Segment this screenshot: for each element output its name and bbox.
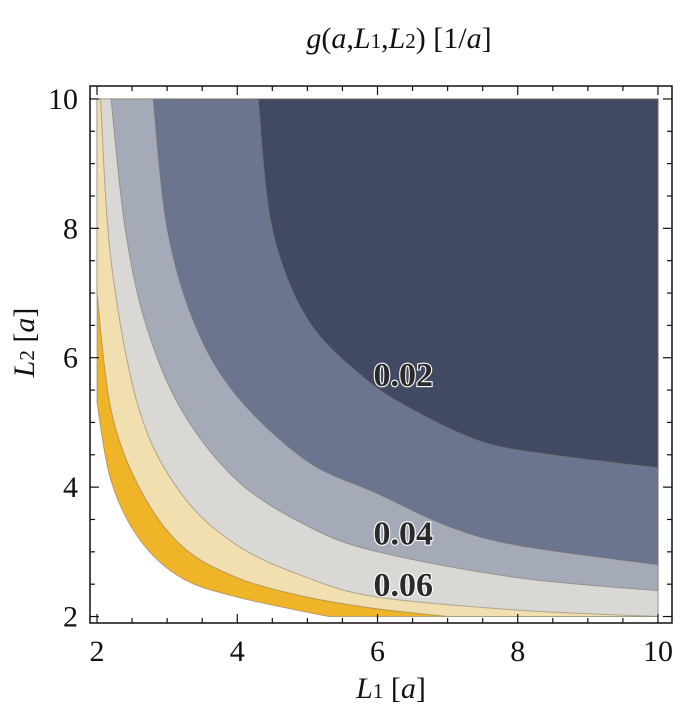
contour-label: 0.04 bbox=[373, 515, 433, 552]
label-part: a bbox=[467, 22, 482, 55]
label-part: a bbox=[331, 22, 346, 55]
label-part: 1 bbox=[373, 679, 384, 703]
x-tick-label: 2 bbox=[90, 635, 105, 668]
label-part: ] bbox=[416, 672, 426, 705]
label-part: ) [1/ bbox=[416, 22, 467, 55]
label-part: ] bbox=[8, 308, 41, 318]
y-axis: 2 4 6 8 10 bbox=[48, 83, 672, 634]
label-part: ( bbox=[321, 22, 331, 55]
y-tick-label: 2 bbox=[63, 601, 78, 634]
label-part: L bbox=[355, 672, 373, 705]
x-tick-label: 4 bbox=[230, 635, 245, 668]
label-part: [ bbox=[383, 672, 401, 705]
x-axis-title: L1 [a] bbox=[355, 672, 426, 705]
label-part: ] bbox=[482, 22, 492, 55]
x-tick-label: 6 bbox=[370, 635, 385, 668]
label-part: , bbox=[346, 22, 354, 55]
y-tick-label: 8 bbox=[63, 212, 78, 245]
label-part: L bbox=[353, 22, 371, 55]
label-part: 1 bbox=[371, 29, 382, 53]
label-part: 2 bbox=[15, 350, 39, 361]
label-part: [ bbox=[8, 333, 41, 351]
y-axis-title: L2 [a] bbox=[8, 308, 41, 379]
x-tick-label: 8 bbox=[510, 635, 525, 668]
contour-label: 0.06 bbox=[373, 567, 433, 604]
x-tick-label: 10 bbox=[643, 635, 673, 668]
x-axis: 2 4 6 8 10 bbox=[90, 86, 673, 668]
contour-region-0.02 bbox=[257, 98, 659, 469]
label-part: L bbox=[388, 22, 406, 55]
chart-title: g(a,L1,L2) [1/a] bbox=[306, 22, 491, 55]
plot-frame bbox=[89, 85, 673, 624]
contour-label: 0.02 bbox=[373, 357, 433, 394]
label-part: L bbox=[8, 361, 41, 379]
plot-area: 0.02 0.04 0.06 bbox=[89, 85, 673, 624]
label-part: g bbox=[306, 22, 321, 55]
contour-regions bbox=[96, 98, 659, 617]
label-part: a bbox=[8, 318, 41, 333]
label-part: , bbox=[381, 22, 389, 55]
y-tick-label: 4 bbox=[63, 471, 78, 504]
label-part: a bbox=[401, 672, 416, 705]
y-tick-label: 6 bbox=[63, 342, 78, 375]
label-part: 2 bbox=[405, 29, 416, 53]
contour-labels: 0.02 0.04 0.06 bbox=[372, 356, 434, 605]
y-tick-label: 10 bbox=[48, 83, 78, 116]
